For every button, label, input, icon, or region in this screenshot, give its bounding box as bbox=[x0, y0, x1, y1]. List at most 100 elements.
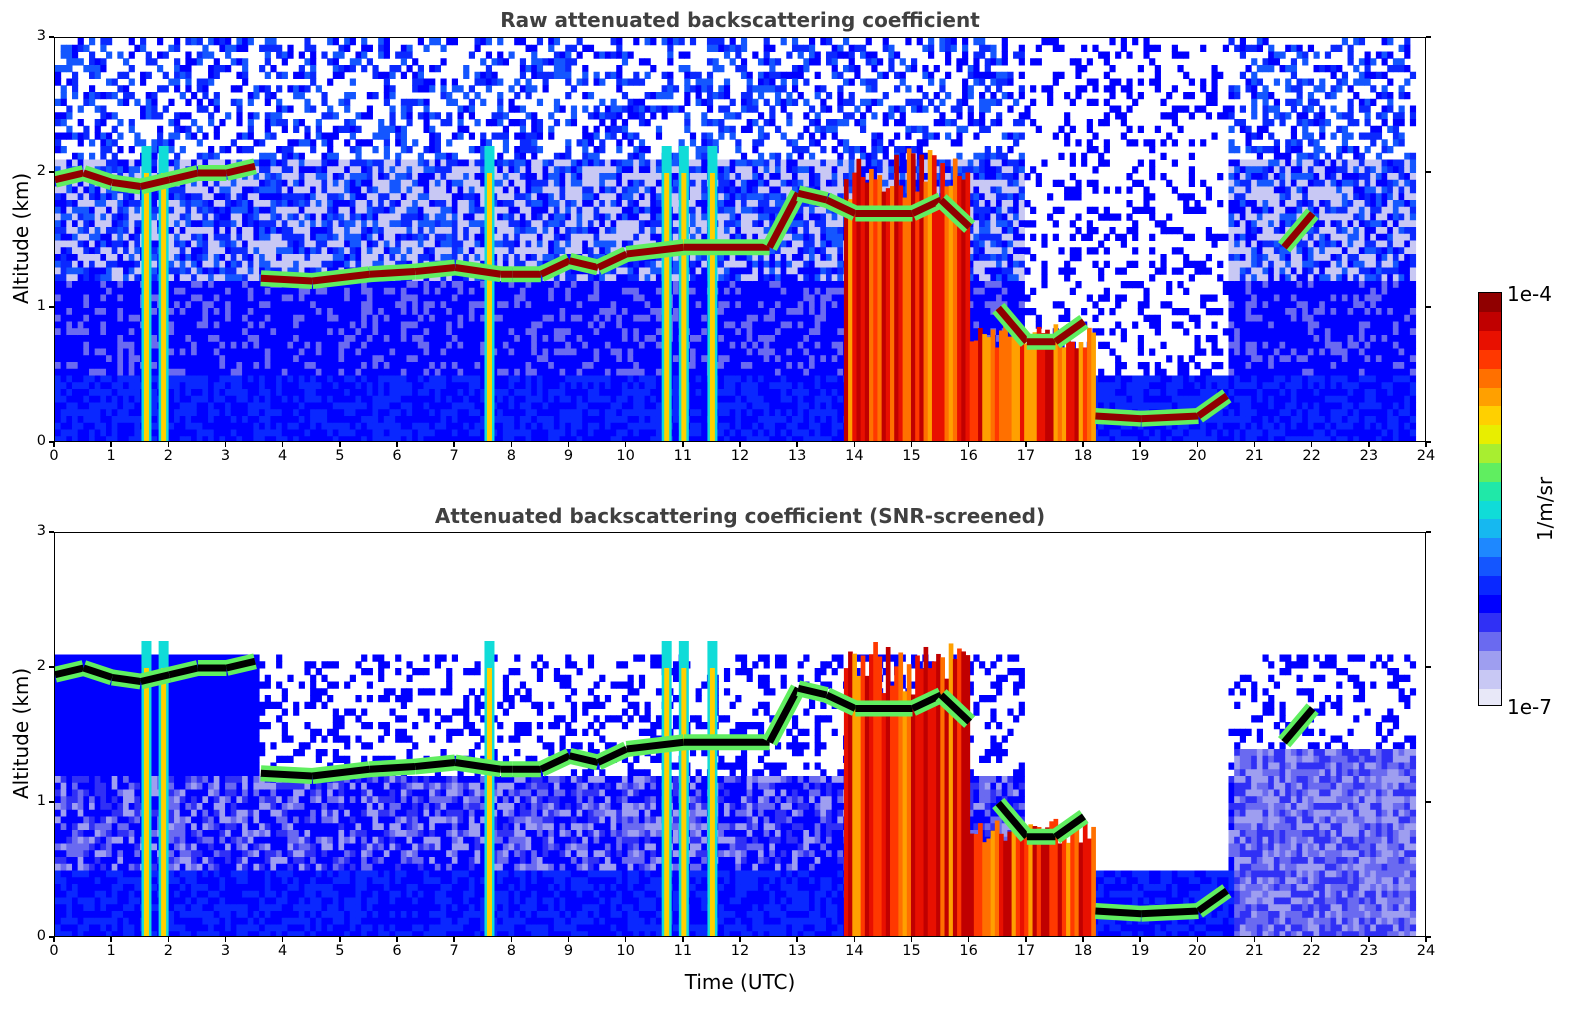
heatmap-cell bbox=[281, 146, 288, 154]
heatmap-cell bbox=[242, 71, 249, 79]
heatmap-cell bbox=[514, 395, 521, 403]
heatmap-cell bbox=[123, 233, 130, 241]
heatmap-cell bbox=[434, 233, 441, 241]
heatmap-cell bbox=[281, 159, 288, 167]
heatmap-cell bbox=[66, 260, 73, 268]
heatmap-cell bbox=[525, 132, 532, 140]
heatmap-cell bbox=[553, 206, 561, 214]
heatmap-cell bbox=[128, 422, 135, 430]
heatmap-cell bbox=[106, 321, 113, 329]
heatmap-cell bbox=[72, 355, 79, 363]
heatmap-cell bbox=[83, 389, 90, 397]
heatmap-cell bbox=[106, 382, 113, 390]
heatmap-cell bbox=[400, 166, 407, 174]
heatmap-cell bbox=[304, 38, 311, 46]
heatmap-cell bbox=[72, 227, 79, 235]
heatmap-cell bbox=[332, 294, 339, 302]
heatmap-cell bbox=[582, 179, 589, 187]
heatmap-cell bbox=[480, 287, 487, 295]
heatmap-cell bbox=[327, 254, 334, 262]
heatmap-cell bbox=[264, 38, 271, 46]
heatmap-cell bbox=[355, 125, 362, 133]
heatmap-cell bbox=[230, 416, 237, 424]
heatmap-cell bbox=[599, 179, 606, 187]
heatmap-cell bbox=[440, 402, 447, 410]
heatmap-cell bbox=[565, 308, 572, 316]
heatmap-cell bbox=[417, 429, 424, 437]
heatmap-cell bbox=[542, 247, 549, 255]
heatmap-cell bbox=[236, 368, 243, 376]
heatmap-cell bbox=[383, 362, 390, 370]
heatmap-cell bbox=[525, 314, 532, 322]
heatmap-cell bbox=[440, 233, 447, 241]
heatmap-cell bbox=[531, 71, 538, 79]
heatmap-cell bbox=[94, 301, 101, 309]
heatmap-cell bbox=[582, 436, 589, 441]
heatmap-cell bbox=[525, 335, 532, 343]
heatmap-cell bbox=[434, 416, 441, 424]
heatmap-cell bbox=[106, 375, 113, 383]
heatmap-cell bbox=[72, 152, 79, 160]
heatmap-cell bbox=[174, 125, 181, 133]
heatmap-cell bbox=[344, 355, 351, 363]
heatmap-cell bbox=[321, 321, 328, 329]
heatmap-cell bbox=[230, 58, 237, 66]
heatmap-cell bbox=[253, 355, 260, 363]
heatmap-cell bbox=[565, 152, 572, 160]
heatmap-cell bbox=[128, 389, 135, 397]
heatmap-cell bbox=[412, 58, 419, 66]
heatmap-cell bbox=[502, 159, 510, 167]
heatmap-cell bbox=[457, 321, 464, 329]
heatmap-cell bbox=[219, 335, 226, 343]
heatmap-cell bbox=[576, 78, 583, 86]
heatmap-cell bbox=[463, 341, 470, 349]
heatmap-cell bbox=[389, 362, 396, 370]
heatmap-cell bbox=[247, 132, 254, 140]
heatmap-cell bbox=[66, 58, 73, 66]
heatmap-cell bbox=[576, 375, 583, 383]
heatmap-cell bbox=[276, 179, 283, 187]
heatmap-cell bbox=[332, 287, 339, 295]
heatmap-cell bbox=[60, 395, 67, 403]
heatmap-cell bbox=[128, 416, 135, 424]
heatmap-cell bbox=[117, 409, 124, 417]
heatmap-cell bbox=[72, 78, 79, 86]
heatmap-cell bbox=[389, 294, 396, 302]
heatmap-cell bbox=[128, 159, 135, 167]
heatmap-cell bbox=[134, 416, 141, 424]
heatmap-cell bbox=[559, 159, 566, 167]
heatmap-cell bbox=[208, 301, 215, 309]
heatmap-cell bbox=[242, 227, 249, 235]
heatmap-cell bbox=[293, 341, 300, 349]
heatmap-cell bbox=[338, 294, 345, 302]
heatmap-cell bbox=[440, 422, 447, 430]
heatmap-cell bbox=[287, 213, 294, 221]
heatmap-cell bbox=[123, 436, 130, 441]
heatmap-cell bbox=[366, 213, 373, 221]
heatmap-cell bbox=[604, 173, 612, 181]
heatmap-cell bbox=[60, 301, 67, 309]
heatmap-cell bbox=[168, 294, 175, 302]
heatmap-cell bbox=[83, 193, 90, 201]
heatmap-cell bbox=[242, 395, 249, 403]
heatmap-cell bbox=[587, 166, 595, 174]
heatmap-cell bbox=[593, 355, 600, 363]
heatmap-cell bbox=[140, 78, 147, 86]
heatmap-cell bbox=[191, 233, 198, 241]
heatmap-cell bbox=[174, 213, 181, 221]
heatmap-cell bbox=[349, 38, 356, 46]
heatmap-cell bbox=[440, 213, 447, 221]
heatmap-cell bbox=[610, 98, 617, 106]
heatmap-cell bbox=[174, 65, 181, 73]
heatmap-cell bbox=[576, 38, 583, 46]
heatmap-cell bbox=[208, 395, 215, 403]
heatmap-cell bbox=[332, 71, 339, 79]
heatmap-cell bbox=[542, 429, 549, 437]
heatmap-cell bbox=[94, 58, 101, 66]
heatmap-cell bbox=[361, 166, 368, 174]
heatmap-cell bbox=[429, 112, 436, 120]
heatmap-cell bbox=[457, 416, 464, 424]
heatmap-cell bbox=[185, 362, 192, 370]
heatmap-cell bbox=[599, 78, 606, 86]
heatmap-cell bbox=[315, 179, 322, 187]
